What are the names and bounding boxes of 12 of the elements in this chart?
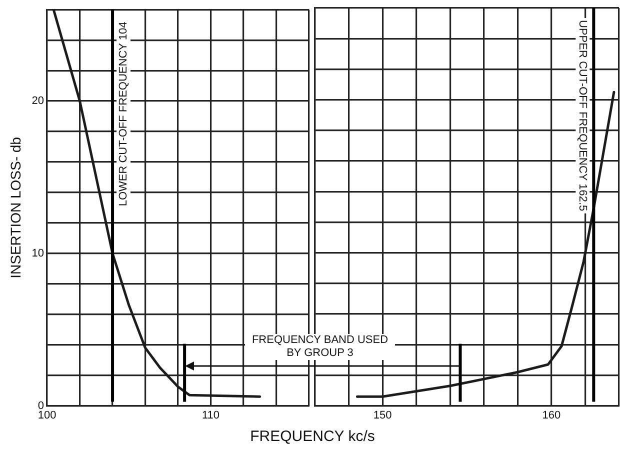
x-tick-label: 150 <box>373 409 392 422</box>
y-tick-label: 20 <box>32 95 44 108</box>
ref-line-label: LOWER CUT-OFF FREQUENCY 104 <box>118 22 130 206</box>
ref-line-label: UPPER CUT-OFF FREQUENCY 162.5 <box>576 20 589 212</box>
y-tick-label: 10 <box>32 247 44 260</box>
x-axis-title: FREQUENCY kc/s <box>249 428 376 445</box>
x-tick-label: 110 <box>202 409 220 422</box>
x-tick-label: 100 <box>38 409 56 422</box>
x-tick-label: 160 <box>542 409 561 422</box>
y-tick-label: 0 <box>38 400 44 412</box>
y-axis-title: INSERTION LOSS- db <box>7 136 24 278</box>
annotation: FREQUENCY BAND USED BY GROUP 3 <box>245 334 395 360</box>
